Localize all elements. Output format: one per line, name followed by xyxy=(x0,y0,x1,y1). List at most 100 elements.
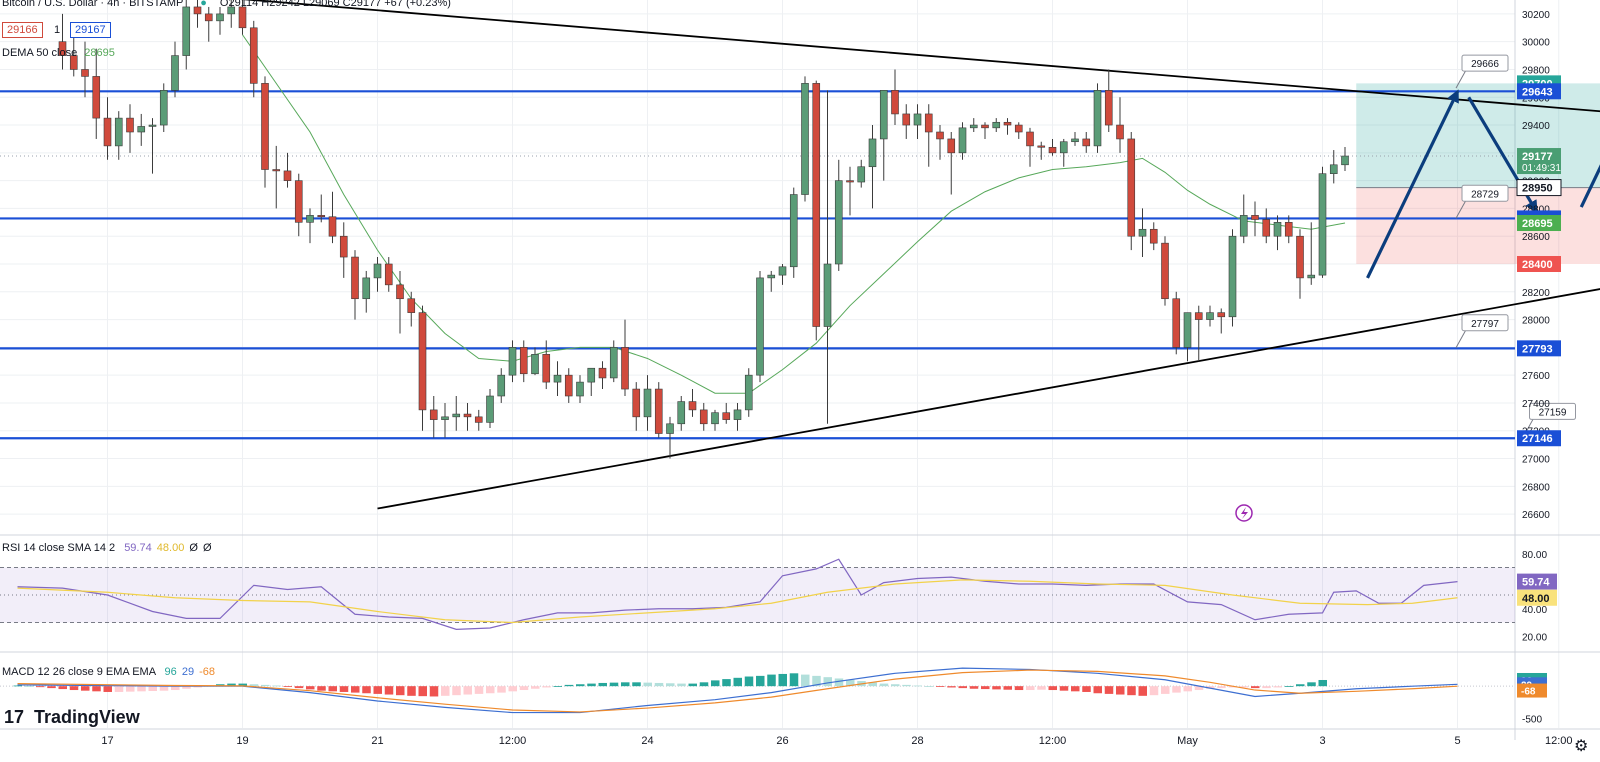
symbol-title[interactable]: Bitcoin / U.S. Dollar · 4h · BITSTAMP ● … xyxy=(2,0,451,9)
callout-pointer xyxy=(1455,329,1467,349)
candle-body xyxy=(1059,141,1068,154)
macd-histogram-bar xyxy=(1127,686,1136,696)
trendline xyxy=(242,0,1600,113)
candle-body xyxy=(328,216,337,237)
macd-histogram-bar xyxy=(114,686,124,692)
macd-histogram-bar xyxy=(868,682,877,687)
candle-body xyxy=(1149,228,1158,244)
dema-legend-label: DEMA 50 close xyxy=(2,47,78,59)
ask-price-chip[interactable]: 29167 xyxy=(70,22,111,38)
candle-body xyxy=(1014,124,1023,133)
macd-axis-tick: -500 xyxy=(1522,714,1542,725)
candle-body xyxy=(69,55,78,70)
rsi-sma-legend-value: 48.00 xyxy=(156,542,185,554)
candle-body xyxy=(1104,90,1113,126)
macd-histogram-bar xyxy=(294,686,304,689)
candle-body xyxy=(238,6,247,29)
candle-body xyxy=(553,374,562,383)
macd-histogram-bar xyxy=(429,686,439,697)
macd-histogram-bar xyxy=(441,686,450,696)
rsi-axis-tick: 80.00 xyxy=(1522,550,1547,561)
macd-histogram-bar xyxy=(1296,684,1305,687)
candle-body xyxy=(924,113,933,133)
candle-body xyxy=(1239,215,1248,237)
candle-body xyxy=(1228,235,1237,318)
price-axis-badge-label: 28695 xyxy=(1522,218,1553,230)
candle-body xyxy=(1284,222,1293,237)
macd-histogram-bar xyxy=(283,686,292,687)
macd-histogram-bar xyxy=(137,686,146,692)
price-axis-tick: 26600 xyxy=(1522,510,1550,521)
candle-body xyxy=(441,416,449,420)
candle-body xyxy=(396,284,404,300)
macd-histogram-bar xyxy=(497,686,506,693)
macd-histogram-bar xyxy=(463,686,472,695)
candle-body xyxy=(294,180,303,223)
level-callout-label: 27159 xyxy=(1539,407,1567,418)
settings-gear-icon[interactable]: ⚙ xyxy=(1574,738,1589,755)
macd-histogram-bar xyxy=(193,686,202,688)
callout-box xyxy=(1461,314,1509,332)
macd-histogram-bar xyxy=(1318,679,1327,687)
candle-body xyxy=(182,6,191,56)
dema-legend[interactable]: DEMA 50 close 28695 xyxy=(2,47,115,59)
price-axis-tick: 26800 xyxy=(1522,482,1550,493)
macd-histogram-bar xyxy=(1239,686,1249,688)
macd-histogram-bar xyxy=(159,686,169,691)
bid-price-chip[interactable]: 29166 xyxy=(2,22,43,38)
candle-body xyxy=(1307,274,1316,279)
candle-body xyxy=(452,413,461,418)
price-axis-tick: 29800 xyxy=(1522,65,1550,76)
candle-body xyxy=(137,126,146,133)
time-axis-tick: 17 xyxy=(101,735,113,747)
macd-histogram-bar xyxy=(801,674,810,687)
macd-legend[interactable]: MACD 12 26 close 9 EMA EMA 96 29 -68 xyxy=(2,666,215,678)
macd-histogram-bar xyxy=(598,682,607,687)
candle-body xyxy=(148,124,157,127)
macd-histogram-bar xyxy=(148,686,157,691)
macd-histogram-bar xyxy=(317,686,326,691)
candle-body xyxy=(969,124,978,129)
ohlc-readout: O29114 H29242 L29069 C29177 +67 (+0.23%) xyxy=(219,0,451,9)
candle-body xyxy=(1172,298,1181,348)
rsi-axis-badge-label: 48.00 xyxy=(1522,593,1550,605)
candle-body xyxy=(958,127,967,154)
callout-box xyxy=(1461,184,1509,202)
candle-body xyxy=(722,412,731,420)
macd-histogram-bar xyxy=(328,686,337,692)
rsi-legend[interactable]: RSI 14 close SMA 14 2 59.74 48.00 Ø Ø xyxy=(2,542,212,554)
candle-body xyxy=(249,27,258,84)
time-axis-tick: 12:00 xyxy=(499,735,527,747)
rsi-legend-empty-1: Ø xyxy=(189,542,198,554)
candle-body xyxy=(1093,90,1102,147)
macd-histogram-bar xyxy=(812,675,821,687)
macd-legend-signal: -68 xyxy=(199,666,216,678)
price-axis-badge-label: 27793 xyxy=(1522,343,1553,355)
candle-body xyxy=(711,412,719,425)
candle-body xyxy=(171,55,179,91)
candle-body xyxy=(936,131,944,140)
rsi-legend-value: 59.74 xyxy=(124,542,152,554)
callout-pointer xyxy=(1455,69,1467,89)
time-axis-tick: 5 xyxy=(1454,735,1460,747)
macd-histogram-bar xyxy=(666,683,675,687)
candle-body xyxy=(81,69,89,77)
macd-histogram-bar xyxy=(36,686,45,688)
candle-body xyxy=(1048,146,1057,154)
candle-body xyxy=(474,416,483,423)
macd-histogram-bar xyxy=(47,686,56,689)
tradingview-logo[interactable]: 17 TradingView xyxy=(4,707,140,728)
macd-histogram-bar xyxy=(1251,686,1260,689)
macd-histogram-bar xyxy=(351,686,360,693)
candle-body xyxy=(1251,215,1259,220)
macd-histogram-bar xyxy=(789,673,799,687)
macd-histogram-bar xyxy=(1217,686,1226,689)
macd-histogram-bar xyxy=(823,677,832,687)
time-axis-tick: 26 xyxy=(776,735,788,747)
macd-histogram-bar xyxy=(362,686,371,694)
candle-body xyxy=(992,121,1001,129)
macd-histogram-bar xyxy=(1014,686,1024,691)
macd-histogram-bar xyxy=(452,686,461,696)
